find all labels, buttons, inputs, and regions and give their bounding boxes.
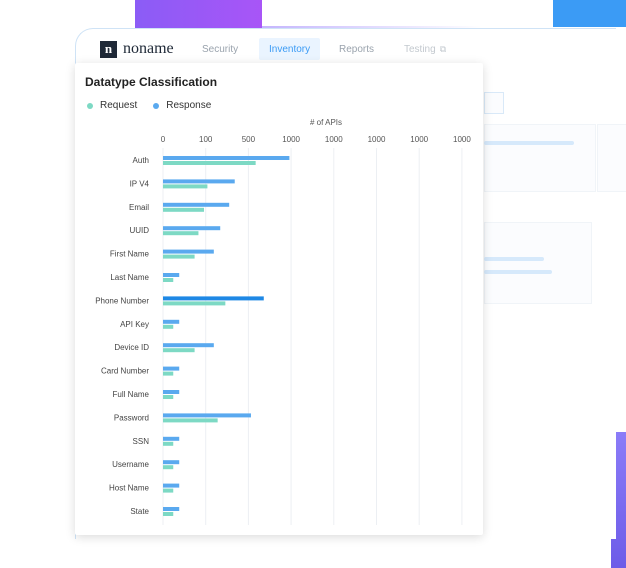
x-tick-label: 100 (199, 135, 213, 144)
bar-request[interactable] (163, 512, 174, 516)
bar-request[interactable] (163, 465, 174, 470)
bar-response[interactable] (163, 436, 180, 441)
bar-response[interactable] (163, 483, 180, 488)
category-labels: Auth IP V4 Email UUID First Name Last Name Pho… (95, 156, 149, 516)
tab-reports-label: Reports (339, 43, 375, 55)
category-label: Username (112, 460, 149, 469)
x-tick-label: 1000 (410, 135, 428, 144)
tab-security-label: Security (202, 43, 239, 55)
decorative-blue-block (553, 0, 626, 27)
category-label: Card Number (101, 367, 149, 376)
x-tick-label: 0 (161, 135, 166, 144)
bar-response[interactable] (163, 413, 251, 418)
legend-item-response: Response (153, 100, 211, 111)
x-axis-title: # of APIs (310, 118, 342, 127)
category-label: IP V4 (130, 179, 150, 188)
bar-request[interactable] (163, 324, 174, 329)
x-tick-label: 1000 (282, 135, 300, 144)
x-tick-label: 500 (242, 135, 256, 144)
category-label: API Key (120, 320, 149, 329)
bar-request[interactable] (163, 184, 208, 189)
background-panel (484, 124, 596, 192)
bar-request[interactable] (163, 254, 195, 259)
bar-response[interactable] (163, 390, 180, 394)
top-nav: n noname (100, 37, 174, 61)
legend-dot-request (87, 102, 93, 109)
background-panel-right (597, 124, 626, 192)
bar-response[interactable] (163, 343, 214, 348)
category-label: Host Name (109, 484, 150, 493)
bar-response[interactable] (163, 202, 230, 207)
category-label: Full Name (113, 390, 150, 399)
legend-dot-response (153, 102, 160, 109)
bar-chart: # of APIs 0 100 500 1000 1000 1000 1000 1000 Au… (95, 118, 472, 525)
legend-label-request: Request (100, 100, 138, 111)
legend-item-request: Request (87, 100, 137, 111)
bar-response[interactable] (163, 179, 235, 184)
bar-request[interactable] (163, 301, 226, 306)
bar-request[interactable] (163, 395, 174, 399)
bar-response[interactable] (163, 507, 180, 511)
background-panel-lower (484, 222, 592, 304)
bar-request[interactable] (163, 418, 218, 423)
tab-reports[interactable]: Reports (329, 38, 384, 60)
x-tick-label: 1000 (453, 135, 471, 144)
bar-request[interactable] (163, 207, 204, 212)
chart-legend: Request Response (87, 100, 227, 111)
bar-response[interactable] (163, 249, 214, 254)
tab-inventory[interactable]: Inventory (259, 38, 321, 60)
external-link-icon: ⧉ (439, 43, 447, 54)
tab-testing-label: Testing (404, 43, 436, 55)
x-tick-label: 1000 (368, 135, 386, 144)
category-label: Last Name (110, 273, 149, 282)
category-label: Auth (133, 156, 149, 165)
legend-label-response: Response (166, 100, 212, 111)
bar-request[interactable] (163, 231, 199, 236)
tab-security[interactable]: Security (192, 38, 248, 60)
category-label: SSN (133, 437, 150, 446)
category-label: Password (114, 413, 149, 422)
x-tick-labels: 0 100 500 1000 1000 1000 1000 1000 (161, 135, 472, 144)
background-bar (484, 141, 574, 145)
bar-response[interactable] (163, 226, 221, 231)
bar-response[interactable] (163, 296, 264, 301)
bar-request[interactable] (163, 278, 174, 282)
bar-request[interactable] (163, 371, 174, 376)
background-button (484, 92, 504, 114)
nav-tabs: Security Inventory Reports Testing ⧉ (0, 38, 626, 60)
bar-response[interactable] (163, 460, 180, 465)
bar-request[interactable] (163, 161, 256, 165)
bar-request[interactable] (163, 441, 174, 446)
bar-response[interactable] (163, 366, 180, 371)
category-label: Device ID (114, 343, 149, 352)
tab-inventory-label: Inventory (269, 43, 311, 55)
category-label: First Name (110, 250, 150, 259)
background-bar (484, 270, 552, 274)
category-label: UUID (129, 226, 149, 235)
decorative-line (262, 26, 482, 28)
bar-response[interactable] (163, 273, 180, 277)
x-tick-label: 1000 (325, 135, 343, 144)
category-label: Email (129, 203, 149, 212)
bar-response[interactable] (163, 319, 180, 324)
category-label: State (130, 507, 149, 516)
bar-response[interactable] (163, 156, 290, 160)
category-label: Phone Number (95, 296, 149, 305)
decorative-purple-block (135, 0, 262, 28)
bars (163, 156, 290, 516)
logo-text: noname (123, 40, 174, 57)
bar-request[interactable] (163, 488, 174, 493)
bar-request[interactable] (163, 348, 195, 353)
card-title: Datatype Classification (85, 75, 218, 89)
logo-mark: n (100, 40, 117, 58)
datatype-classification-card: Datatype Classification Request Response… (75, 63, 483, 535)
background-bar (484, 257, 544, 261)
tab-testing[interactable]: Testing ⧉ (394, 38, 456, 60)
